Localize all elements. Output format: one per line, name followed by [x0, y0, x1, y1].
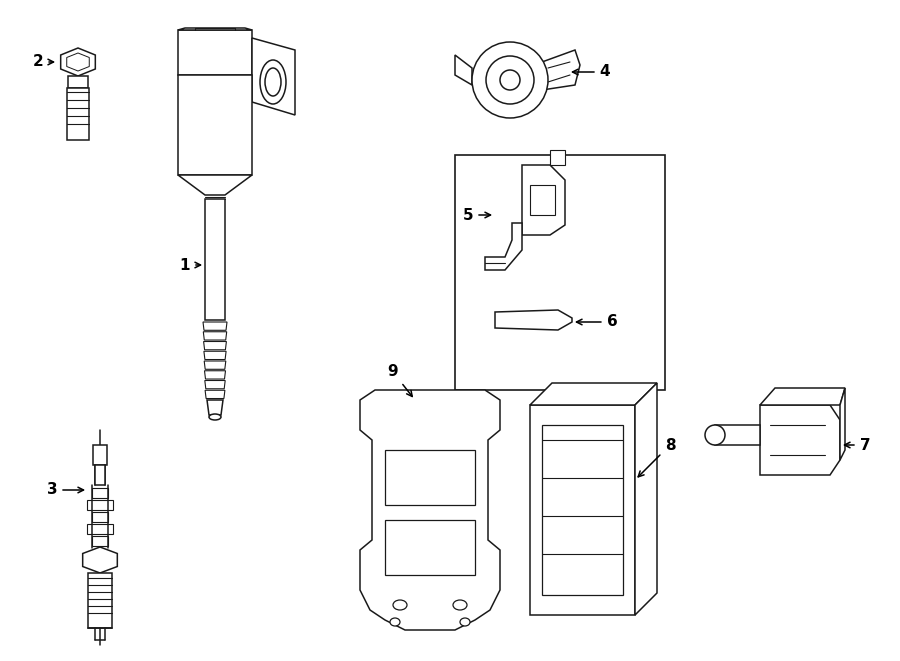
Bar	[67, 88, 89, 140]
Ellipse shape	[390, 618, 400, 626]
Polygon shape	[204, 351, 226, 360]
Bar	[385, 450, 475, 505]
Ellipse shape	[453, 600, 467, 610]
Polygon shape	[204, 361, 226, 369]
Bar	[385, 520, 475, 575]
Text: 3: 3	[47, 483, 84, 498]
Ellipse shape	[265, 68, 281, 96]
Polygon shape	[67, 53, 89, 71]
Text: 8: 8	[638, 438, 675, 477]
Polygon shape	[83, 547, 117, 573]
Polygon shape	[207, 400, 223, 415]
Polygon shape	[542, 50, 580, 90]
Polygon shape	[205, 390, 225, 399]
Ellipse shape	[486, 56, 534, 104]
Polygon shape	[92, 536, 108, 546]
Polygon shape	[840, 388, 845, 460]
Bar	[455, 155, 665, 390]
Text: 4: 4	[572, 65, 610, 79]
Ellipse shape	[260, 60, 286, 104]
Polygon shape	[87, 524, 113, 534]
Polygon shape	[203, 322, 227, 330]
Polygon shape	[485, 223, 522, 270]
Polygon shape	[92, 512, 108, 522]
Ellipse shape	[393, 600, 407, 610]
Bar	[530, 405, 635, 615]
Polygon shape	[495, 310, 572, 330]
Bar	[93, 445, 107, 465]
Text: 1: 1	[180, 258, 201, 272]
Polygon shape	[178, 28, 252, 30]
Bar	[68, 76, 88, 88]
Bar	[530, 185, 555, 215]
Polygon shape	[87, 500, 113, 510]
Polygon shape	[455, 55, 472, 85]
Text: 9: 9	[388, 364, 412, 397]
Ellipse shape	[500, 70, 520, 90]
Polygon shape	[715, 425, 760, 445]
Polygon shape	[550, 150, 565, 165]
Polygon shape	[635, 383, 657, 615]
Ellipse shape	[460, 618, 470, 626]
Polygon shape	[178, 30, 252, 75]
Polygon shape	[92, 488, 108, 498]
Ellipse shape	[472, 42, 548, 118]
Polygon shape	[760, 405, 840, 475]
Bar	[542, 425, 623, 595]
Text: 6: 6	[577, 315, 617, 329]
Polygon shape	[760, 388, 845, 405]
Polygon shape	[204, 371, 226, 379]
Polygon shape	[203, 342, 227, 350]
Polygon shape	[522, 165, 565, 235]
Polygon shape	[203, 332, 227, 340]
Polygon shape	[205, 381, 225, 389]
Polygon shape	[252, 38, 295, 115]
Text: 2: 2	[32, 54, 53, 69]
Ellipse shape	[705, 425, 725, 445]
Polygon shape	[360, 390, 500, 630]
Polygon shape	[530, 383, 657, 405]
Polygon shape	[178, 75, 252, 175]
Polygon shape	[178, 175, 252, 195]
Bar	[95, 465, 105, 485]
Polygon shape	[205, 199, 225, 320]
Polygon shape	[60, 48, 95, 76]
Text: 5: 5	[463, 208, 491, 223]
Bar	[88, 573, 112, 628]
Text: 7: 7	[844, 438, 870, 453]
Ellipse shape	[209, 414, 221, 420]
